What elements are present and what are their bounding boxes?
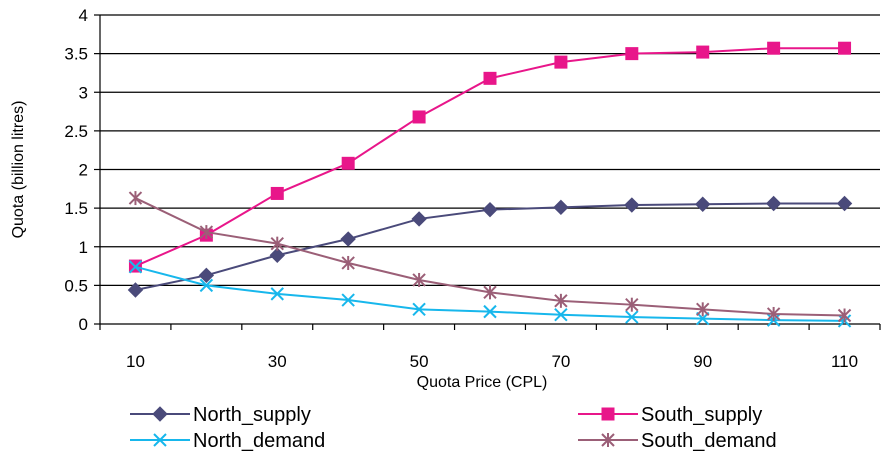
data-point-north-supply [765,195,782,212]
data-point-north-supply [836,195,853,212]
data-point-south-demand [837,308,852,323]
data-point-north-demand [199,278,214,293]
y-tick-label: 1.5 [64,199,88,218]
data-point-north-supply [127,282,144,298]
tick-labels: 0 0.5 1 1.5 2 2.5 3 3.5 4 10 30 50 70 90 110 [64,6,858,371]
data-point-north-demand [128,260,143,274]
x-tick-label: 10 [126,352,145,371]
y-axis-title: Quota (billion litres) [10,101,27,239]
data-point-south-demand [483,285,497,300]
y-tick-label: 2 [79,161,88,180]
y-tick-label: 0 [79,315,88,334]
y-tick-label: 2.5 [64,122,88,141]
y-tick-label: 3.5 [64,45,88,64]
data-point-north-demand [270,287,284,301]
axes [94,14,881,330]
data-point-south-demand [554,293,568,308]
data-point-south-demand [341,255,355,270]
data-point-south-supply [767,41,781,55]
x-tick-label: 30 [268,352,287,371]
series-group [127,41,853,328]
data-point-north-demand [412,302,426,317]
y-tick-label: 0.5 [64,276,88,295]
legend-marker [152,406,168,422]
data-point-south-supply [625,47,639,61]
grid-lines [100,14,880,286]
data-point-north-demand [341,293,355,307]
data-point-north-supply [340,231,356,247]
data-point-south-demand [696,302,710,317]
data-point-south-supply [341,156,355,170]
legend-item-south-demand: South_demand [578,430,777,452]
legend-marker [601,433,615,447]
data-point-south-demand [199,225,214,240]
x-axis-title: Quota Price (CPL) [417,374,548,391]
series-south-supply [128,41,852,273]
legend-label: North_supply [193,404,311,426]
x-tick-label: 50 [410,352,429,371]
y-tick-label: 3 [79,83,88,102]
data-point-south-demand [270,236,284,251]
legend-label: South_supply [641,404,762,426]
data-point-south-supply [412,110,426,124]
data-point-north-supply [482,201,498,218]
data-point-north-demand [625,310,639,324]
legend-marker [601,407,615,421]
legend-item-north-demand: North_demand [130,430,325,452]
x-tick-label: 110 [831,352,858,371]
data-point-south-demand [412,272,426,287]
legend-item-south-supply: South_supply [578,404,762,426]
series-north-supply [127,195,853,298]
x-tick-label: 90 [693,352,712,371]
data-point-north-demand [483,304,497,319]
data-point-north-supply [269,247,285,263]
legend: North_supply South_supply North_demand Sout… [130,404,777,452]
data-point-south-supply [838,41,852,55]
series-south-demand [128,191,852,323]
data-point-north-supply [411,211,427,227]
y-tick-label: 1 [79,238,88,257]
y-tick-label: 4 [79,6,88,25]
data-point-south-demand [128,191,143,206]
data-point-south-supply [270,186,284,200]
data-point-south-supply [483,71,497,85]
series-north-demand [128,260,852,328]
legend-label: South_demand [641,430,777,452]
legend-label: North_demand [193,430,325,452]
legend-item-north-supply: North_supply [130,404,311,426]
data-point-north-supply [198,267,215,284]
x-tick-label: 70 [551,352,570,371]
data-point-south-demand [766,306,781,321]
data-point-south-supply [696,45,710,59]
data-point-north-supply [553,199,569,216]
data-point-south-supply [554,55,568,69]
data-point-north-supply [695,196,711,212]
legend-marker [153,433,167,447]
data-point-north-supply [624,197,640,213]
data-point-south-demand [625,297,639,312]
data-point-north-demand [554,308,568,322]
